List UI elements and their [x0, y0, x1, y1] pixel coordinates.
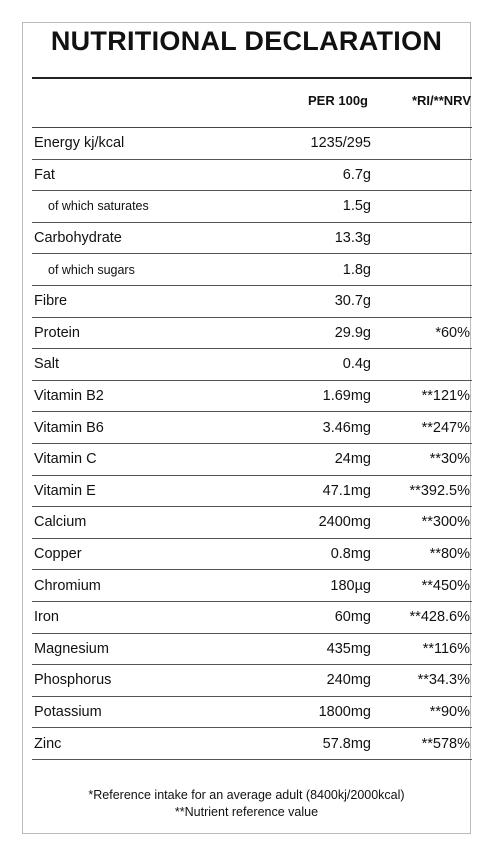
per-100g-value: 240mg [326, 672, 371, 689]
reference-intake: **428.6% [409, 609, 470, 626]
footnote: **Nutrient reference value [174, 805, 319, 819]
table-row: Vitamin C 24mg **30% [32, 444, 472, 476]
reference-intake: **30% [429, 451, 470, 468]
nutrient-label: Potassium [34, 704, 102, 721]
per-100g-value: 0.4g [342, 356, 371, 373]
per-100g-value: 1800mg [318, 704, 371, 721]
table-row: Fat 6.7g [32, 160, 472, 192]
per-100g-value: 1235/295 [310, 135, 371, 152]
reference-intake: **247% [421, 419, 470, 436]
table-row: Magnesium 435mg **116% [32, 634, 472, 666]
per-100g-value: 1.8g [342, 261, 371, 278]
nutrient-label: Iron [34, 609, 59, 626]
per-100g-value: 2400mg [318, 514, 371, 531]
nutrient-label: Vitamin C [34, 451, 97, 468]
per-100g-value: 0.8mg [330, 546, 371, 563]
table-row: Copper 0.8mg **80% [32, 539, 472, 571]
per-100g-value: 3.46mg [322, 419, 371, 436]
per-100g-value: 47.1mg [322, 482, 371, 499]
nutrient-label: Fat [34, 166, 55, 183]
table-row: Phosphorus 240mg **34.3% [32, 665, 472, 697]
table-row: Iron 60mg **428.6% [32, 602, 472, 634]
table-row: of which sugars 1.8g [32, 254, 472, 286]
table-row: Protein 29.9g *60% [32, 318, 472, 350]
footnotes: *Reference intake for an average adult (… [22, 787, 471, 821]
nutrient-label: of which sugars [48, 262, 135, 277]
per-100g-value: 1.5g [342, 198, 371, 215]
nutrient-label: Protein [34, 324, 80, 341]
nutrient-label: of which saturates [48, 199, 149, 214]
reference-intake: **80% [429, 546, 470, 563]
nutrient-label: Vitamin B6 [34, 419, 104, 436]
per-100g-value: 57.8mg [322, 735, 371, 752]
reference-intake: **90% [429, 704, 470, 721]
reference-intake: **116% [422, 640, 470, 657]
reference-intake: **392.5% [409, 482, 470, 499]
nutrient-label: Energy kj/kcal [34, 135, 125, 152]
reference-intake: *60% [435, 324, 470, 341]
column-header: PER 100g [308, 93, 368, 108]
per-100g-value: 30.7g [334, 293, 371, 310]
footnote: *Reference intake for an average adult (… [88, 788, 405, 802]
table-row: Vitamin B6 3.46mg **247% [32, 412, 472, 444]
nutrient-label: Zinc [34, 735, 62, 752]
nutrient-label: Calcium [34, 514, 87, 531]
table-row: Energy kj/kcal 1235/295 [32, 128, 472, 160]
nutrient-label: Vitamin B2 [34, 388, 104, 405]
nutrient-label: Vitamin E [34, 482, 96, 499]
title: NUTRITIONAL DECLARATION [50, 26, 443, 56]
nutrient-label: Salt [34, 356, 59, 373]
header-rule [32, 127, 472, 128]
per-100g-value: 60mg [334, 609, 371, 626]
reference-intake: **34.3% [417, 672, 470, 689]
nutrient-label: Fibre [34, 293, 68, 310]
nutrient-label: Phosphorus [34, 672, 112, 689]
per-100g-value: 435mg [326, 640, 371, 657]
table-row: Potassium 1800mg **90% [32, 697, 472, 729]
reference-intake: **578% [421, 735, 470, 752]
reference-intake: **450% [421, 577, 470, 594]
nutrient-label: Magnesium [34, 640, 109, 657]
per-100g-value: 13.3g [334, 230, 371, 247]
table-row: Calcium 2400mg **300% [32, 507, 472, 539]
title-rule [32, 77, 472, 79]
table-row: Salt 0.4g [32, 349, 472, 381]
frame [22, 22, 471, 834]
table-row: Carbohydrate 13.3g [32, 223, 472, 255]
table-row: Vitamin E 47.1mg **392.5% [32, 476, 472, 508]
column-header: *RI/**NRV [411, 93, 471, 108]
nutrient-label: Carbohydrate [34, 230, 122, 247]
table-row: Zinc 57.8mg **578% [32, 728, 472, 760]
table-row: of which saturates 1.5g [32, 191, 472, 223]
table-row: Vitamin B2 1.69mg **121% [32, 381, 472, 413]
reference-intake: **121% [421, 388, 470, 405]
per-100g-value: 29.9g [334, 324, 371, 341]
nutrient-label: Copper [34, 546, 82, 563]
per-100g-value: 180µg [330, 577, 371, 594]
reference-intake: **300% [421, 514, 470, 531]
per-100g-value: 1.69mg [322, 388, 371, 405]
table-row: Fibre 30.7g [32, 286, 472, 318]
nutrient-label: Chromium [34, 577, 101, 594]
table-row: Chromium 180µg **450% [32, 570, 472, 602]
per-100g-value: 24mg [334, 451, 371, 468]
per-100g-value: 6.7g [342, 166, 371, 183]
